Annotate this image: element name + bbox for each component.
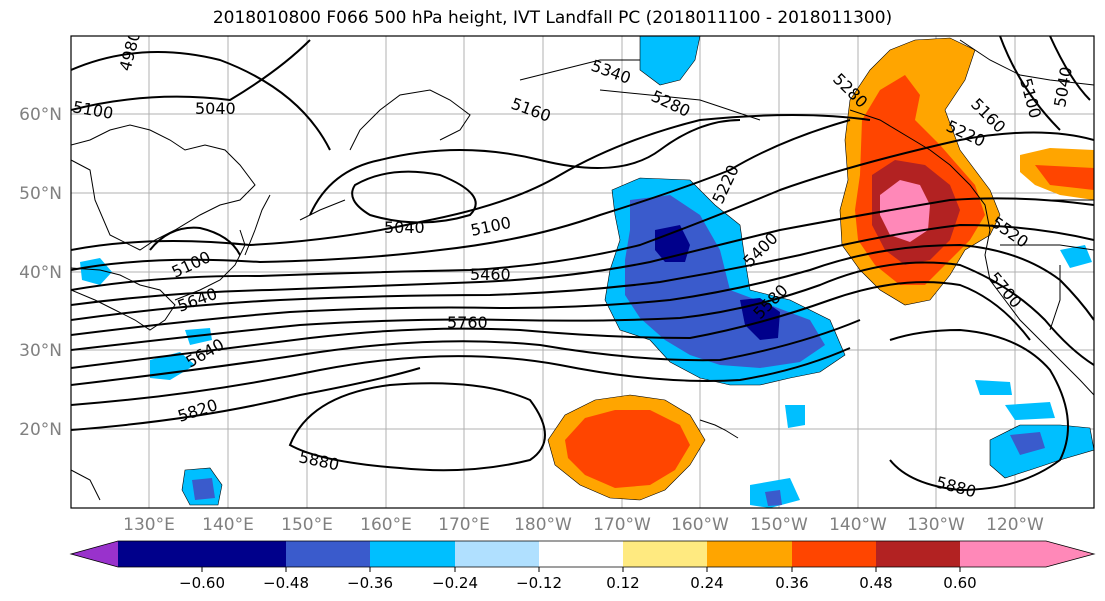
colorbar-tick-label: 0.36	[775, 574, 808, 592]
colorbar-segment	[455, 541, 540, 567]
lon-label: 130°E	[123, 515, 175, 535]
colorbar-tick-label: −0.48	[263, 574, 309, 592]
colorbar-extend-high	[1046, 541, 1094, 567]
contour-label: 5040	[384, 218, 425, 237]
colorbar-tick-label: −0.24	[432, 574, 478, 592]
colorbar-segment	[118, 541, 203, 567]
lon-label: 130°W	[907, 515, 965, 535]
colorbar-segment	[876, 541, 961, 567]
latitude-labels: 60°N 50°N 40°N 30°N 20°N	[19, 105, 62, 440]
colorbar-tick-label: −0.36	[347, 574, 393, 592]
coastlines	[71, 39, 1094, 501]
lon-label: 120°W	[986, 515, 1044, 535]
colorbar-segment	[370, 541, 455, 567]
colorbar-tick-label: 0.12	[606, 574, 639, 592]
lat-label: 30°N	[19, 341, 62, 361]
lon-label: 170°W	[593, 515, 651, 535]
lon-label: 140°W	[829, 515, 887, 535]
colorbar: −0.60 −0.48 −0.36 −0.24 −0.12 0.12 0.24 …	[69, 540, 1096, 592]
colorbar-tick-label: −0.12	[516, 574, 562, 592]
contour-label: 5460	[470, 265, 511, 284]
lat-label: 50°N	[19, 184, 62, 204]
lon-label: 160°E	[360, 515, 412, 535]
lon-label: 150°E	[281, 515, 333, 535]
colorbar-tick-label: 0.24	[690, 574, 723, 592]
colorbar-extend-low	[71, 541, 118, 567]
colorbar-tick-label: 0.60	[943, 574, 976, 592]
lon-label: 170°E	[438, 515, 490, 535]
figure-title: 2018010800 F066 500 hPa height, IVT Land…	[212, 8, 893, 28]
positive-ivt-shading	[547, 37, 1094, 501]
lon-label: 160°W	[671, 515, 729, 535]
contour-label: 5040	[195, 99, 236, 118]
colorbar-segment	[623, 541, 708, 567]
colorbar-segment	[539, 541, 624, 567]
lat-label: 40°N	[19, 263, 62, 283]
map-frame	[70, 35, 1095, 509]
colorbar-segment	[707, 541, 792, 567]
colorbar-segment	[202, 541, 287, 567]
colorbar-tick-label: −0.60	[179, 574, 225, 592]
lat-label: 20°N	[19, 420, 62, 440]
colorbar-tick-label: 0.48	[859, 574, 892, 592]
lon-label: 180°W	[514, 515, 572, 535]
colorbar-segment	[792, 541, 877, 567]
colorbar-segment	[960, 541, 1046, 567]
longitude-labels: 130°E 140°E 150°E 160°E 170°E 180°W 170°…	[123, 515, 1044, 535]
lon-label: 140°E	[202, 515, 254, 535]
map-panel: 4980 5100 5040 5340 5280 5160 5280 5220 …	[71, 36, 1094, 508]
lat-label: 60°N	[19, 105, 62, 125]
contour-label: 5760	[447, 313, 488, 332]
colorbar-segment	[286, 541, 371, 567]
lon-label: 150°W	[750, 515, 808, 535]
height-contours	[71, 36, 1094, 492]
